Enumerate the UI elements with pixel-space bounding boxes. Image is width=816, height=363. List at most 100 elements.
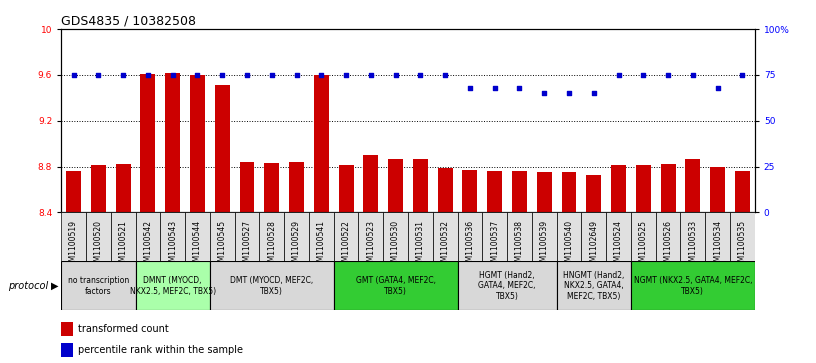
Bar <box>61 261 135 310</box>
Bar <box>66 171 81 212</box>
Bar <box>532 212 557 261</box>
Point <box>191 72 204 78</box>
Bar <box>240 162 255 212</box>
Bar <box>631 261 755 310</box>
Text: percentile rank within the sample: percentile rank within the sample <box>78 345 243 355</box>
Bar <box>685 159 700 212</box>
Bar <box>135 212 160 261</box>
Text: transformed count: transformed count <box>78 324 169 334</box>
Point <box>166 72 180 78</box>
Bar <box>289 162 304 212</box>
Point <box>215 72 228 78</box>
Text: protocol: protocol <box>8 281 48 291</box>
Bar <box>681 212 705 261</box>
Bar <box>314 75 329 212</box>
Text: GSM1100537: GSM1100537 <box>490 220 499 271</box>
Bar <box>140 74 155 212</box>
Bar <box>735 171 750 212</box>
Text: GSM1100527: GSM1100527 <box>242 220 251 271</box>
Bar <box>705 212 730 261</box>
Bar <box>507 212 532 261</box>
Text: GSM1100520: GSM1100520 <box>94 220 103 271</box>
Text: GSM1100522: GSM1100522 <box>342 220 351 270</box>
Bar <box>210 261 334 310</box>
Text: GSM1100543: GSM1100543 <box>168 220 177 271</box>
Bar <box>512 171 527 212</box>
Text: GSM1100526: GSM1100526 <box>663 220 672 271</box>
Point <box>538 90 551 96</box>
Text: DMNT (MYOCD,
NKX2.5, MEF2C, TBX5): DMNT (MYOCD, NKX2.5, MEF2C, TBX5) <box>130 276 215 295</box>
Text: GSM1100539: GSM1100539 <box>539 220 548 271</box>
Bar <box>582 212 606 261</box>
Point <box>241 72 254 78</box>
Text: GSM1100525: GSM1100525 <box>639 220 648 271</box>
Bar <box>458 212 482 261</box>
Bar <box>557 261 631 310</box>
Bar <box>160 212 185 261</box>
Point <box>686 72 699 78</box>
Bar <box>587 175 601 212</box>
Text: GSM1100524: GSM1100524 <box>614 220 623 271</box>
Bar <box>482 212 507 261</box>
Bar <box>413 159 428 212</box>
Bar <box>135 261 210 310</box>
Point <box>364 72 377 78</box>
Bar <box>557 212 581 261</box>
Point <box>92 72 105 78</box>
Bar <box>388 159 403 212</box>
Point <box>736 72 749 78</box>
Text: DMT (MYOCD, MEF2C,
TBX5): DMT (MYOCD, MEF2C, TBX5) <box>230 276 313 295</box>
Point <box>612 72 625 78</box>
Text: GSM1102649: GSM1102649 <box>589 220 598 271</box>
Text: GSM1100523: GSM1100523 <box>366 220 375 271</box>
Text: GSM1100534: GSM1100534 <box>713 220 722 271</box>
Text: GSM1100521: GSM1100521 <box>118 220 127 270</box>
Bar <box>636 166 650 212</box>
Point <box>636 72 650 78</box>
Bar <box>91 166 106 212</box>
Bar <box>111 212 135 261</box>
Bar <box>215 85 229 212</box>
Text: GSM1100533: GSM1100533 <box>689 220 698 271</box>
Bar <box>437 168 453 212</box>
Text: GSM1100532: GSM1100532 <box>441 220 450 271</box>
Point <box>513 85 526 91</box>
Bar <box>334 261 458 310</box>
Point <box>439 72 452 78</box>
Point <box>67 72 80 78</box>
Text: ▶: ▶ <box>51 281 59 291</box>
Point <box>117 72 130 78</box>
Bar <box>334 212 358 261</box>
Bar <box>210 212 235 261</box>
Text: no transcription
factors: no transcription factors <box>68 276 129 295</box>
Bar <box>86 212 111 261</box>
Text: GMT (GATA4, MEF2C,
TBX5): GMT (GATA4, MEF2C, TBX5) <box>356 276 436 295</box>
Bar <box>259 212 284 261</box>
Bar <box>358 212 384 261</box>
Text: GSM1100529: GSM1100529 <box>292 220 301 271</box>
Text: GDS4835 / 10382508: GDS4835 / 10382508 <box>61 15 196 28</box>
Bar <box>487 171 502 212</box>
Bar <box>165 73 180 212</box>
Bar <box>363 155 379 212</box>
Bar <box>185 212 210 261</box>
Text: GSM1100540: GSM1100540 <box>565 220 574 271</box>
Bar <box>235 212 259 261</box>
Bar <box>309 212 334 261</box>
Bar <box>339 166 353 212</box>
Text: GSM1100519: GSM1100519 <box>69 220 78 271</box>
Bar <box>606 212 631 261</box>
Text: GSM1100536: GSM1100536 <box>465 220 474 271</box>
Bar <box>408 212 432 261</box>
Text: GSM1100528: GSM1100528 <box>268 220 277 270</box>
Point <box>315 72 328 78</box>
Bar <box>561 172 576 212</box>
Bar <box>656 212 681 261</box>
Point <box>463 85 477 91</box>
Text: GSM1100538: GSM1100538 <box>515 220 524 271</box>
Bar <box>61 322 73 337</box>
Bar <box>611 166 626 212</box>
Text: GSM1100544: GSM1100544 <box>193 220 202 271</box>
Bar <box>116 164 131 212</box>
Point <box>141 72 154 78</box>
